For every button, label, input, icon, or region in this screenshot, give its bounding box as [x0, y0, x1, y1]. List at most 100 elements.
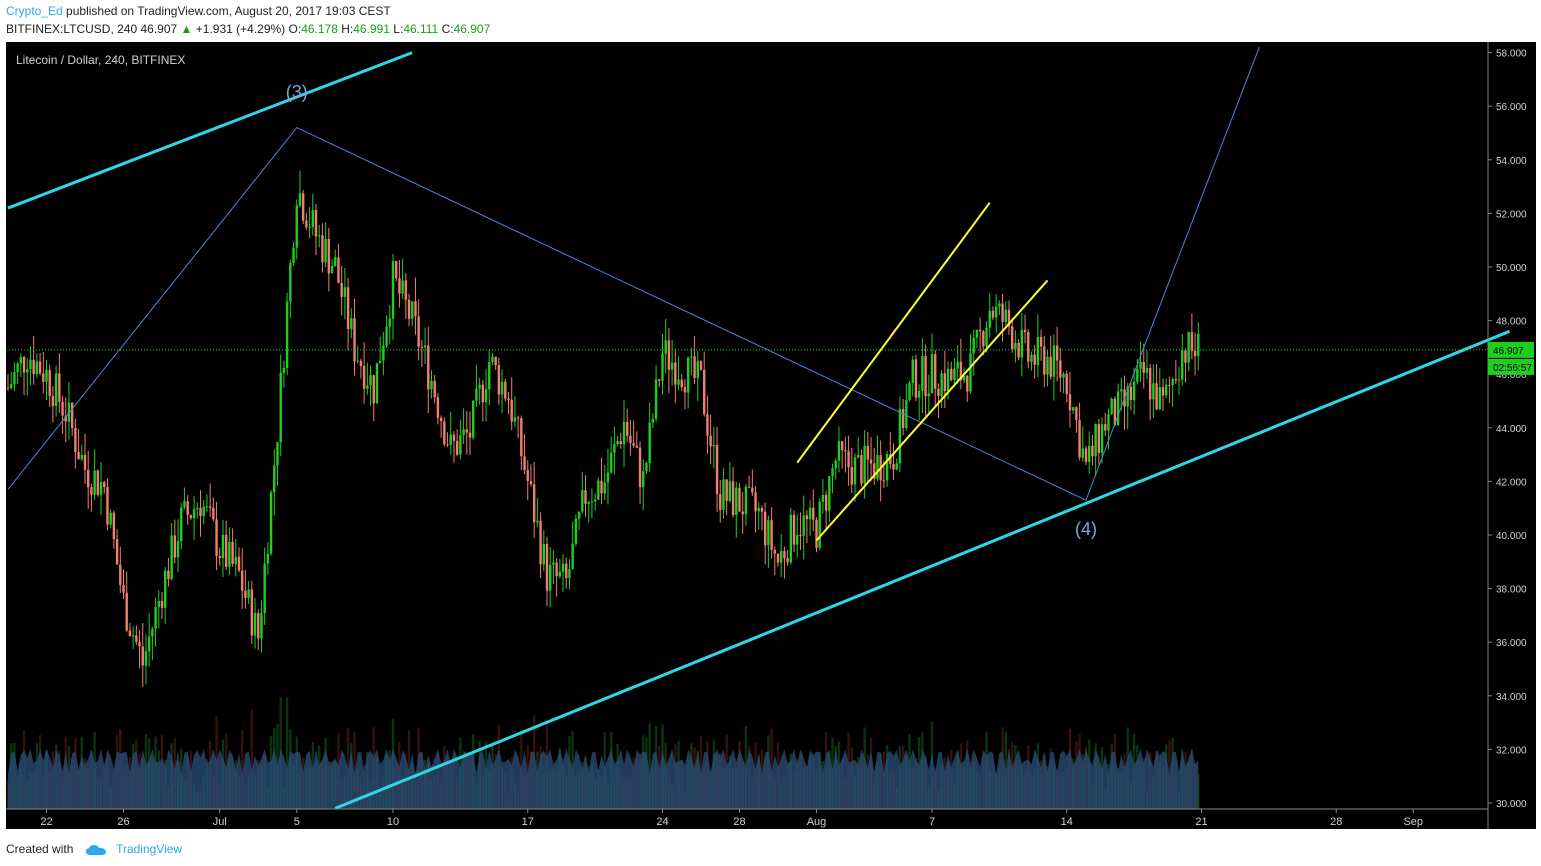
candle-body [760, 508, 764, 512]
y-tick-label: 30.000 [1496, 799, 1527, 810]
candle-body [99, 482, 103, 495]
candle-body [292, 247, 295, 263]
candle-body [638, 447, 642, 488]
candle-body [462, 429, 465, 436]
candle-body [1181, 350, 1184, 380]
candle-body [282, 368, 286, 373]
candle-body [436, 397, 440, 418]
footer: Created with TradingView [6, 842, 182, 856]
candle-body [189, 515, 193, 519]
candle-body [892, 464, 895, 470]
volume-ma-area [8, 749, 1199, 809]
open-label: O: [288, 22, 302, 36]
candle-body [305, 220, 308, 228]
chart-area[interactable]: (3) (4) Litecoin / Dollar, 240, BITFINEX … [6, 42, 1536, 829]
candle-body [1014, 342, 1017, 350]
candle-body [719, 494, 722, 510]
candle-body [70, 402, 74, 429]
candle-body [966, 375, 969, 392]
volume-bar [250, 709, 254, 809]
candle-body [773, 549, 776, 554]
candle-body [199, 507, 202, 517]
y-tick-label: 56.000 [1496, 102, 1527, 113]
candle-body [13, 372, 16, 385]
candle-body [295, 205, 298, 248]
x-tick-label: 21 [1195, 816, 1207, 828]
candle-body [1039, 337, 1043, 347]
candle-body [1091, 445, 1094, 457]
candle-body [593, 499, 597, 502]
candle-body [273, 465, 276, 493]
candle-body [510, 400, 513, 422]
low-label: L: [393, 22, 404, 36]
candle-body [481, 384, 485, 403]
candle-body [382, 345, 385, 361]
low-value: 46.111 [403, 22, 439, 36]
tradingview-link[interactable]: TradingView [116, 842, 183, 856]
candle-body [731, 481, 735, 515]
candle-body [1120, 389, 1123, 392]
candle-body [1110, 398, 1113, 415]
y-tick-label: 50.000 [1496, 263, 1527, 274]
candle-body [96, 470, 100, 495]
candle-body [706, 414, 709, 436]
candle-body [812, 507, 815, 520]
candle-body [824, 494, 828, 511]
x-tick-label: 17 [522, 816, 534, 828]
countdown-label: 02:56:57 [1493, 363, 1532, 374]
candle-body [250, 589, 254, 636]
candle-body [747, 486, 751, 488]
candle-body [404, 280, 408, 300]
candle-body [388, 318, 391, 327]
candle-body [577, 511, 581, 519]
candle-body [866, 445, 870, 460]
tradingview-cloud-icon [85, 844, 106, 855]
author-link[interactable]: Crypto_Ed [6, 4, 63, 18]
candle-body [1139, 362, 1142, 369]
candle-body [411, 301, 414, 319]
candle-body [398, 278, 401, 294]
change-value: +1.931 (+4.29%) [195, 22, 286, 36]
candle-body [253, 613, 257, 636]
published-text: published on TradingView.com, August 20,… [66, 4, 391, 18]
candle-body [1155, 383, 1158, 410]
candle-body [395, 261, 398, 279]
candle-body [494, 356, 497, 366]
candle-body [895, 463, 898, 470]
candle-body [321, 235, 324, 263]
last-price: 46.907 [140, 22, 178, 36]
candle-body [863, 445, 866, 484]
candle-body [87, 469, 90, 488]
candle-body [19, 356, 23, 364]
volume-bar [648, 723, 651, 809]
candle-body [1081, 448, 1084, 458]
candle-body [1046, 356, 1049, 375]
candle-body [703, 369, 706, 415]
candle-body [590, 501, 594, 503]
candle-body [767, 520, 770, 546]
candle-body [815, 519, 818, 548]
candle-body [1088, 445, 1091, 462]
candles-layer [6, 170, 1200, 687]
candle-body [770, 520, 773, 550]
quote-line: BITFINEX:LTCUSD, 240 46.907 ▲ +1.931 (+4… [6, 22, 490, 36]
candle-body [818, 501, 821, 548]
candle-body [6, 387, 10, 389]
candle-body [391, 261, 395, 319]
candle-body [221, 534, 225, 559]
candle-body [247, 589, 250, 598]
candle-body [58, 373, 61, 402]
candle-body [1104, 424, 1107, 431]
candle-body [1107, 414, 1110, 431]
candle-body [90, 487, 93, 495]
candle-body [276, 442, 279, 466]
candle-body [125, 592, 128, 631]
candle-body [427, 345, 430, 390]
candle-body [735, 487, 738, 515]
candle-body [529, 480, 533, 485]
price-chart[interactable]: (3)(4) Litecoin / Dollar, 240, BITFINEX … [6, 42, 1536, 829]
candle-body [927, 393, 930, 397]
candle-body [857, 454, 860, 458]
candle-body [994, 306, 998, 318]
candle-body [298, 193, 302, 206]
